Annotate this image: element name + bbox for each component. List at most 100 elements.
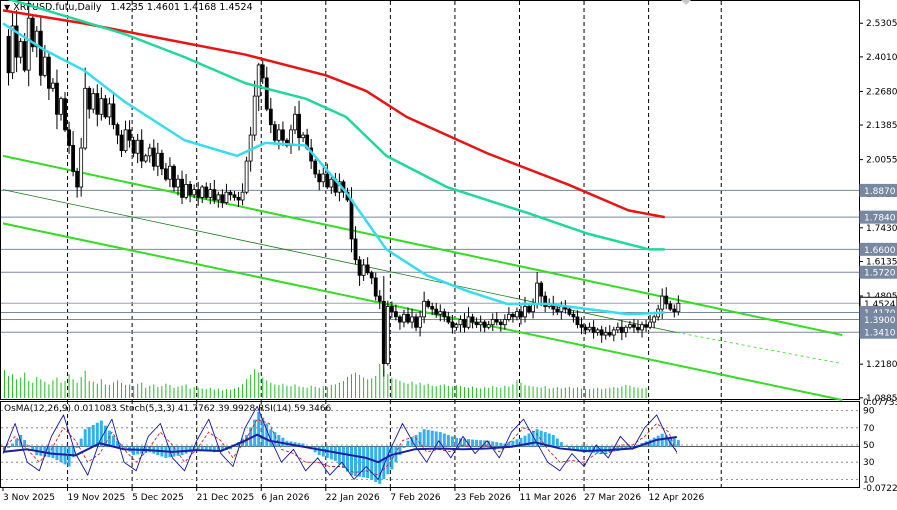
osma-bar — [370, 446, 374, 480]
candle-body — [143, 155, 148, 162]
candle-body — [583, 326, 588, 331]
candle-body — [515, 311, 519, 318]
osma-bar — [23, 439, 27, 447]
osma-bar — [345, 446, 349, 472]
candle-body — [402, 313, 406, 323]
candle-body — [385, 306, 390, 365]
osma-bar — [107, 430, 111, 447]
candle-body — [502, 319, 507, 326]
ohlc-open: 1.4235 — [110, 2, 144, 13]
candle-body — [252, 95, 257, 136]
candle-body — [676, 302, 681, 313]
osma-bar — [664, 435, 668, 447]
osma-bar — [253, 419, 257, 447]
osma-bar — [442, 433, 446, 447]
candle-body — [466, 316, 471, 328]
candle-body — [192, 189, 197, 196]
osma-bar — [99, 420, 103, 447]
osma-bar — [51, 446, 55, 458]
candle-body — [272, 124, 277, 141]
level-label-box — [859, 183, 897, 197]
osma-bar — [539, 430, 543, 447]
candle-body — [632, 324, 636, 328]
candle-body — [212, 189, 217, 201]
price-tick-label: 1.0885 — [866, 394, 897, 404]
osma-bar — [410, 437, 414, 447]
candle-body — [652, 316, 657, 323]
osma-bar — [378, 446, 382, 484]
candle-body — [555, 308, 560, 313]
osma-bar — [660, 433, 664, 447]
osma-bar — [71, 446, 75, 458]
candle-body — [14, 25, 19, 58]
indicator-header: OsMA(12,26,9) 0.011083 Stoch(5,3,3) 41.7… — [4, 404, 331, 414]
candle-body — [660, 295, 665, 310]
candle-body — [619, 326, 624, 333]
osma-bar — [580, 446, 584, 452]
osma-bar — [87, 427, 91, 447]
candle-body — [478, 321, 483, 326]
moving-average-cyan — [2, 22, 665, 316]
osma-bar — [462, 438, 466, 447]
osma-bar — [333, 446, 337, 461]
level-label-box — [859, 242, 897, 256]
osma-bar — [7, 446, 11, 448]
candle-body — [434, 308, 439, 315]
osma-bar — [414, 434, 418, 447]
scroll-marker-icon[interactable] — [681, 0, 691, 5]
candle-body — [79, 147, 84, 188]
osma-label: OsMA(12,26,9) 0.011083 — [4, 404, 117, 414]
osma-bar — [511, 440, 515, 447]
candle-body — [527, 306, 531, 313]
candle-body — [256, 64, 261, 97]
osma-bar — [386, 446, 390, 475]
ohlc-high: 1.4601 — [146, 2, 181, 13]
candle-body — [34, 30, 39, 48]
osma-bar — [426, 429, 430, 447]
date-label: 22 Jan 2026 — [326, 493, 380, 503]
candle-body — [607, 332, 612, 336]
candle-body — [414, 316, 418, 328]
candle-body — [373, 277, 378, 297]
candle-body — [325, 173, 330, 188]
collapse-triangle-icon[interactable]: ▼ — [4, 3, 11, 12]
osma-bar — [111, 435, 115, 447]
osma-bar — [531, 431, 535, 447]
candle-body — [426, 300, 431, 307]
level-label: 1.7840 — [864, 214, 896, 224]
osma-bar — [567, 446, 571, 450]
osma-bar — [527, 433, 531, 447]
candle-body — [575, 316, 580, 326]
osma-bar — [329, 446, 333, 460]
price-tick-label: 2.4010 — [866, 53, 897, 63]
candle-body — [260, 64, 265, 79]
osma-bar — [337, 446, 341, 465]
osma-bar — [422, 429, 426, 447]
osma-bar — [535, 429, 539, 447]
candle-body — [111, 103, 116, 126]
candle-body — [498, 321, 503, 326]
candle-body — [442, 311, 447, 318]
candle-body — [172, 165, 176, 188]
osma-bar — [418, 432, 422, 447]
osma-bar — [132, 446, 136, 456]
osma-bar — [75, 446, 79, 448]
date-label: 21 Dec 2025 — [197, 493, 255, 503]
candle-body — [6, 35, 11, 74]
osma-bar — [200, 446, 204, 451]
price-tick-label: 2.0055 — [866, 156, 897, 166]
osma-bar — [454, 437, 458, 447]
candle-body — [361, 264, 366, 276]
candle-body — [67, 129, 71, 146]
osma-bar — [273, 432, 277, 447]
osma-bar — [559, 442, 563, 447]
candle-body — [236, 197, 241, 201]
osma-bar — [220, 446, 224, 451]
osma-bar — [430, 430, 434, 447]
osma-bar — [216, 446, 220, 452]
candle-body — [200, 186, 205, 198]
candle-body — [615, 326, 620, 331]
osma-bar — [584, 446, 588, 453]
date-label: 6 Jan 2026 — [261, 493, 309, 503]
